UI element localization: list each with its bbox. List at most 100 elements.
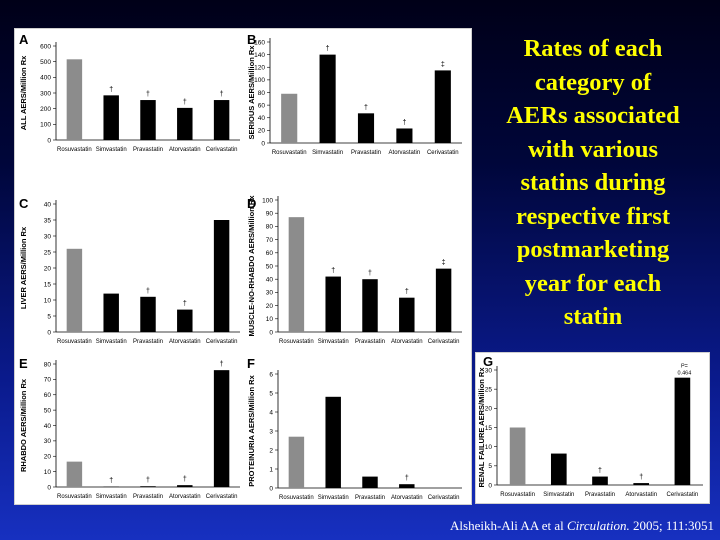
y-tick-label: 3 xyxy=(269,428,273,435)
title-line: statin xyxy=(563,303,623,330)
y-tick-label: 30 xyxy=(44,233,52,240)
y-tick-label: 20 xyxy=(485,406,493,413)
category-label: Cerivastatin xyxy=(428,495,460,501)
bar xyxy=(362,279,378,332)
bar xyxy=(213,370,230,487)
y-tick-label: 80 xyxy=(258,90,266,97)
panel-letter: F xyxy=(247,356,255,371)
significance-marker: † xyxy=(220,91,224,98)
y-tick-label: 30 xyxy=(266,290,274,297)
y-tick-label: 70 xyxy=(266,237,274,244)
title-line: year for each xyxy=(524,269,662,297)
y-axis-label: LIVER AERS/Million Rx xyxy=(19,226,28,309)
y-tick-label: 10 xyxy=(485,444,493,451)
category-label: Simvastatin xyxy=(543,492,574,498)
category-label: Cerivastatin xyxy=(428,339,460,345)
y-tick-label: 0 xyxy=(261,140,265,147)
category-label: Rosuvastatin xyxy=(272,150,307,156)
bar xyxy=(357,113,375,143)
bar xyxy=(288,436,305,488)
category-label: Pravastatin xyxy=(355,339,385,345)
category-label: Pravastatin xyxy=(351,150,381,156)
y-tick-label: 90 xyxy=(266,211,274,218)
y-tick-label: 10 xyxy=(44,469,52,476)
bar xyxy=(213,100,230,140)
category-label: Simvastatin xyxy=(312,150,343,156)
y-axis-label: PROTEINURIA AERS/Million Rx xyxy=(247,374,256,486)
significance-marker: † xyxy=(146,288,150,295)
y-axis-label: RENAL FAILURE AERS/Million Rx xyxy=(477,367,486,488)
y-tick-label: 0 xyxy=(488,482,492,489)
y-axis-label: RHABDO AERS/Million Rx xyxy=(19,378,28,472)
y-tick-label: 0 xyxy=(269,329,273,336)
y-tick-label: 80 xyxy=(44,361,52,368)
y-tick-label: 300 xyxy=(40,90,51,97)
category-label: Cerivastatin xyxy=(206,339,238,345)
y-tick-label: 0 xyxy=(47,484,51,491)
category-label: Simvastatin xyxy=(318,339,349,345)
significance-marker: † xyxy=(368,270,372,277)
significance-marker: † xyxy=(183,476,187,483)
category-label: Simvastatin xyxy=(96,147,127,153)
y-axis-label: MUSCLE-NO-RHABDO AERS/Million Rx xyxy=(247,195,256,337)
y-tick-label: 100 xyxy=(40,122,51,129)
category-label: Rosuvastatin xyxy=(279,495,314,501)
title-line: Rates of each xyxy=(523,35,663,62)
citation-journal: Circulation. xyxy=(567,518,630,533)
significance-marker: † xyxy=(639,474,643,481)
category-label: Cerivastatin xyxy=(206,147,238,153)
significance-marker: † xyxy=(220,361,224,368)
y-tick-label: 60 xyxy=(266,250,274,257)
chart-c: C LIVER AERS/Million Rx 0 5 10 15 20 25 30 35 40 Ro… xyxy=(19,196,240,345)
category-label: Rosuvastatin xyxy=(500,492,535,498)
category-label: Atorvastatin xyxy=(169,147,201,153)
bar xyxy=(325,276,341,332)
bar xyxy=(213,220,230,332)
y-tick-label: 40 xyxy=(258,115,266,122)
bar xyxy=(325,396,341,488)
bar xyxy=(66,461,83,487)
y-tick-label: 25 xyxy=(44,249,52,256)
title-line: respective first xyxy=(516,202,670,230)
significance-marker: † xyxy=(402,119,406,126)
bar xyxy=(140,100,156,140)
y-tick-label: 1 xyxy=(269,466,273,473)
y-axis-label: SERIOUS AERS/Million Rx xyxy=(247,45,256,140)
significance-marker: † xyxy=(331,268,335,275)
bar xyxy=(592,476,608,485)
category-label: Rosuvastatin xyxy=(279,339,314,345)
title-line: AERs associated xyxy=(506,102,680,129)
y-tick-label: 400 xyxy=(40,75,51,82)
category-label: Rosuvastatin xyxy=(57,147,92,153)
bar xyxy=(435,268,452,332)
bar xyxy=(140,296,156,332)
category-label: Rosuvastatin xyxy=(57,494,92,500)
bar xyxy=(140,486,156,487)
bar xyxy=(288,217,305,332)
category-label: Simvastatin xyxy=(96,494,127,500)
y-tick-label: 30 xyxy=(485,367,493,374)
significance-marker: P= xyxy=(681,364,688,370)
y-tick-label: 2 xyxy=(269,447,273,454)
category-label: Atorvastatin xyxy=(389,150,421,156)
y-tick-label: 5 xyxy=(269,390,273,397)
y-tick-label: 40 xyxy=(44,201,52,208)
y-tick-label: 20 xyxy=(258,128,266,135)
title-line: with various xyxy=(527,135,658,163)
title-line: statins during xyxy=(520,169,666,196)
significance-marker: † xyxy=(146,91,150,98)
y-tick-label: 160 xyxy=(254,39,265,46)
y-tick-label: 35 xyxy=(44,217,52,224)
category-label: Pravastatin xyxy=(133,339,163,345)
bar xyxy=(281,93,298,143)
title-line: postmarketing xyxy=(516,236,670,263)
significance-marker: † xyxy=(598,468,602,475)
y-tick-label: 140 xyxy=(254,52,265,59)
bar xyxy=(674,377,691,485)
panel-letter: A xyxy=(19,32,29,47)
bar xyxy=(66,59,83,140)
category-label: Simvastatin xyxy=(96,339,127,345)
y-tick-label: 15 xyxy=(485,425,493,432)
citation-authors: Alsheikh-Ali AA et al xyxy=(450,518,568,533)
chart-f: F PROTEINURIA AERS/Million Rx 0 1 2 3 4 5 6 Rosuv… xyxy=(247,356,462,501)
